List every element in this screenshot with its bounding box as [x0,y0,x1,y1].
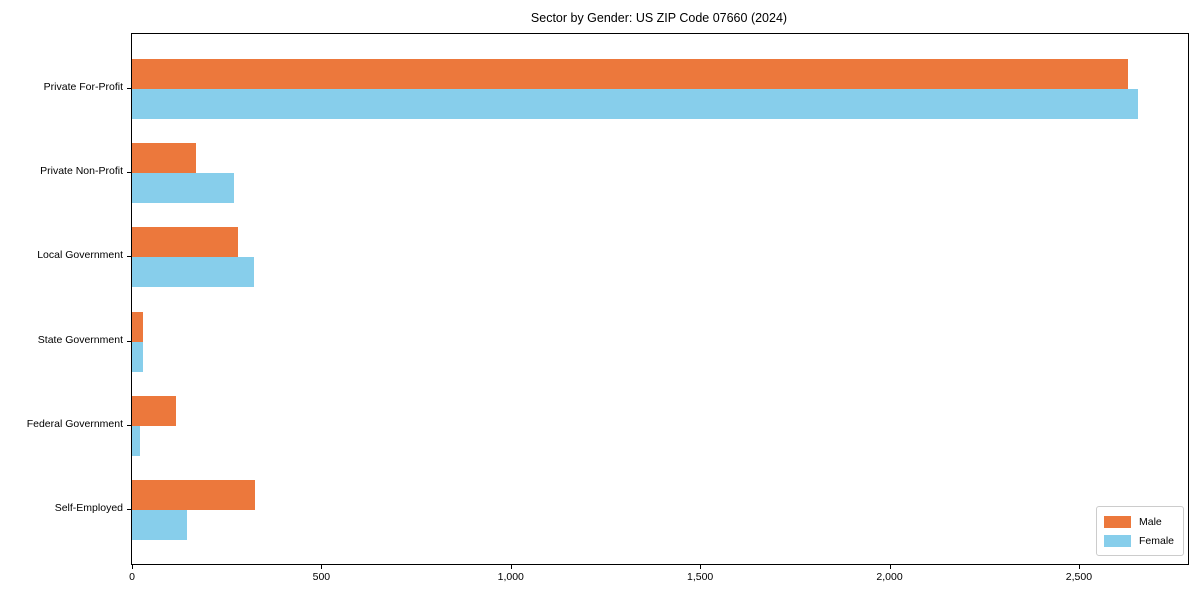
legend-swatch-female [1103,534,1131,547]
y-tick-label-private-for-profit: Private For-Profit [43,81,123,93]
bar-local-government-male [132,227,239,258]
y-tick-label-state-government: State Government [37,333,123,346]
x-tick-label-2-500: 2,500 [1065,571,1093,583]
chart-title: Sector by Gender: US ZIP Code 07660 (202… [530,11,788,25]
y-tick-mark [127,256,131,258]
legend-label-male: Male [1138,515,1162,528]
y-tick-mark [127,424,131,426]
bar-state-government-female [132,341,143,372]
x-tick-label-1-500: 1,500 [687,571,714,583]
bar-self-employed-male [132,480,256,510]
x-tick-mark [700,565,702,569]
bar-federal-government-male [132,395,176,426]
bar-private-for-profit-female [132,89,1138,119]
legend-item-female: Female [1103,531,1174,550]
legend: Male Female [1095,506,1184,556]
legend-swatch-male [1103,515,1131,528]
x-tick-mark [889,565,891,569]
legend-item-male: Male [1103,512,1174,531]
y-tick-mark [127,509,131,510]
plot-area: Male Female [131,33,1189,565]
bar-state-government-male [132,311,144,342]
legend-label-female: Female [1138,534,1174,547]
x-tick-label-0: 0 [129,571,135,583]
y-tick-mark [127,340,131,342]
bar-self-employed-female [132,510,187,540]
x-tick-label-2-000: 2,000 [876,571,903,583]
bar-federal-government-female [132,425,140,456]
y-tick-label-federal-government: Federal Government [26,417,123,430]
y-tick-label-private-non-profit: Private Non-Profit [40,165,123,178]
bar-private-non-profit-male [132,143,197,174]
bar-private-for-profit-male [132,59,1129,89]
y-tick-label-self-employed: Self-Employed [54,502,123,514]
y-tick-mark [127,172,131,174]
x-tick-label-500: 500 [312,571,331,583]
x-tick-mark [1078,565,1080,569]
y-tick-mark [127,88,131,89]
x-tick-mark [510,565,512,569]
x-tick-label-1-000: 1,000 [497,571,524,583]
bar-private-non-profit-female [132,173,235,204]
bar-local-government-female [132,257,254,288]
y-tick-label-local-government: Local Government [37,249,123,262]
x-tick-mark [132,565,133,569]
x-tick-mark [321,565,323,569]
